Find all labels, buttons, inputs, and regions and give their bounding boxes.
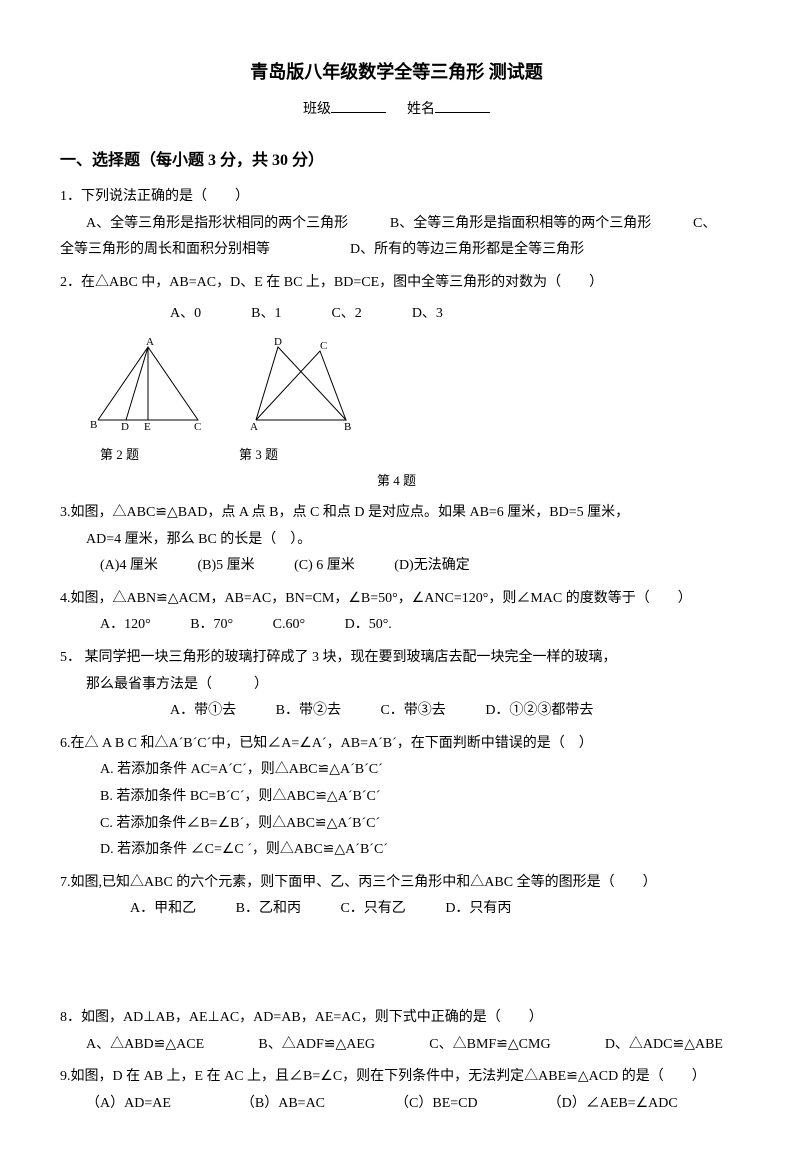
q1-optB: B、全等三角形是指面积相等的两个三角形: [390, 211, 651, 238]
q5-optB: B．带②去: [276, 698, 341, 725]
name-label: 姓名: [407, 102, 435, 117]
q7-optC: C．只有乙: [340, 896, 405, 923]
q1-stem: 1．下列说法正确的是（ ）: [60, 184, 733, 211]
overlap-triangle-icon: D C A B: [238, 335, 368, 430]
q8-optB: B、△ADF≌△AEG: [258, 1032, 375, 1059]
svg-text:A: A: [250, 421, 258, 430]
q1-optD: D、所有的等边三角形都是全等三角形: [350, 237, 584, 264]
q5: 5． 某同学把一块三角形的玻璃打碎成了 3 块，现在要到玻璃店去配一块完全一样的…: [60, 645, 733, 725]
q8-optA: A、△ABD≌△ACE: [86, 1032, 204, 1059]
q8-optC: C、△BMF≌△CMG: [429, 1032, 550, 1059]
svg-text:B: B: [344, 421, 351, 430]
q1-line2: 全等三角形的周长和面积分别相等: [60, 237, 270, 264]
q4-optC: C.60°: [273, 612, 305, 639]
q9: 9.如图，D 在 AB 上，E 在 AC 上，且∠B=∠C，则在下列条件中，无法…: [60, 1064, 733, 1117]
q3: 3.如图，△ABC≌△BAD，点 A 点 B，点 C 和点 D 是对应点。如果 …: [60, 500, 733, 580]
q2: 2．在△ABC 中，AB=AC，D、E 在 BC 上，BD=CE，图中全等三角形…: [60, 270, 733, 494]
q9-optA: （A）AD=AE: [86, 1091, 171, 1118]
svg-text:D: D: [274, 336, 282, 348]
q5-optD: D．①②③都带去: [485, 698, 593, 725]
q5-optA: A．带①去: [170, 698, 236, 725]
q6-optD: D. 若添加条件 ∠C=∠C ´，则△ABC≌△A´B´C´: [60, 837, 733, 864]
q2-stem: 2．在△ABC 中，AB=AC，D、E 在 BC 上，BD=CE，图中全等三角形…: [60, 270, 733, 297]
q9-optC: （C）BE=CD: [395, 1091, 478, 1118]
svg-text:B: B: [90, 419, 97, 430]
q6-optB: B. 若添加条件 BC=B´C´，则△ABC≌△A´B´C´: [60, 784, 733, 811]
svg-text:A: A: [146, 336, 154, 348]
q4: 4.如图，△ABN≌△ACM，AB=AC，BN=CM，∠B=50°，∠ANC=1…: [60, 586, 733, 639]
q6: 6.在△ A B C 和△A´B´C´中，已知∠A=∠A´，AB=A´B´，在下…: [60, 731, 733, 864]
q5-line2: 那么最省事方法是（ ）: [60, 672, 733, 699]
q7-optB: B．乙和丙: [236, 896, 301, 923]
q4-optB: B．70°: [190, 612, 233, 639]
q1-optC: C、: [693, 211, 733, 238]
q3-stem: 3.如图，△ABC≌△BAD，点 A 点 B，点 C 和点 D 是对应点。如果 …: [60, 500, 733, 527]
q6-stem: 6.在△ A B C 和△A´B´C´中，已知∠A=∠A´，AB=A´B´，在下…: [60, 731, 733, 758]
section-1-heading: 一、选择题（每小题 3 分，共 30 分）: [60, 146, 733, 176]
q7-optD: D．只有丙: [445, 896, 511, 923]
fig4-caption: 第 4 题: [60, 469, 733, 494]
q8-optD: D、△ADC≌△ABE: [605, 1032, 723, 1059]
svg-text:C: C: [320, 340, 327, 352]
q1: 1．下列说法正确的是（ ） A、全等三角形是指形状相同的两个三角形 B、全等三角…: [60, 184, 733, 264]
q2-optD: D、3: [412, 301, 443, 328]
class-blank[interactable]: [331, 98, 386, 113]
q6-optA: A. 若添加条件 AC=A´C´，则△ABC≌△A´B´C´: [60, 757, 733, 784]
q4-optA: A．120°: [100, 612, 151, 639]
q7-optA: A．甲和乙: [130, 896, 196, 923]
student-info: 班级 姓名: [60, 97, 733, 124]
fig2-caption: 第 2 题: [100, 443, 139, 468]
q8: 8．如图，AD⊥AB，AE⊥AC，AD=AB，AE=AC，则下式中正确的是（ ）…: [60, 1005, 733, 1058]
q2-figure: A B D E C: [88, 335, 208, 441]
q8-stem: 8．如图，AD⊥AB，AE⊥AC，AD=AB，AE=AC，则下式中正确的是（ ）: [60, 1005, 733, 1032]
q7-stem: 7.如图,已知△ABC 的六个元素，则下面甲、乙、丙三个三角形中和△ABC 全等…: [60, 870, 733, 897]
fig3-caption: 第 3 题: [239, 443, 278, 468]
triangle-icon: A B D E C: [88, 335, 208, 430]
q5-stem: 5． 某同学把一块三角形的玻璃打碎成了 3 块，现在要到玻璃店去配一块完全一样的…: [60, 645, 733, 672]
q3-optB: (B)5 厘米: [197, 553, 254, 580]
page-title: 青岛版八年级数学全等三角形 测试题: [60, 55, 733, 89]
class-label: 班级: [303, 102, 331, 117]
q6-optC: C. 若添加条件∠B=∠B´，则△ABC≌△A´B´C´: [60, 811, 733, 838]
q5-optC: C．带③去: [380, 698, 445, 725]
q4-stem: 4.如图，△ABN≌△ACM，AB=AC，BN=CM，∠B=50°，∠ANC=1…: [60, 586, 733, 613]
q3-optC: (C) 6 厘米: [294, 553, 355, 580]
q3-optD: (D)无法确定: [394, 553, 469, 580]
svg-text:E: E: [144, 421, 151, 430]
q2-optC: C、2: [331, 301, 361, 328]
svg-text:C: C: [194, 421, 201, 430]
q3-figure: D C A B: [238, 335, 368, 441]
q1-optA: A、全等三角形是指形状相同的两个三角形: [86, 211, 348, 238]
q2-optB: B、1: [251, 301, 281, 328]
q4-optD: D．50°.: [345, 612, 392, 639]
name-blank[interactable]: [435, 98, 490, 113]
q9-optD: （D）∠AEB=∠ADC: [548, 1091, 678, 1118]
q2-optA: A、0: [170, 301, 201, 328]
q7: 7.如图,已知△ABC 的六个元素，则下面甲、乙、丙三个三角形中和△ABC 全等…: [60, 870, 733, 923]
q9-optB: （B）AB=AC: [241, 1091, 325, 1118]
svg-text:D: D: [121, 421, 129, 430]
q3-line2: AD=4 厘米，那么 BC 的长是（ ）。: [60, 527, 733, 554]
q3-optA: (A)4 厘米: [100, 553, 158, 580]
q9-stem: 9.如图，D 在 AB 上，E 在 AC 上，且∠B=∠C，则在下列条件中，无法…: [60, 1064, 733, 1091]
